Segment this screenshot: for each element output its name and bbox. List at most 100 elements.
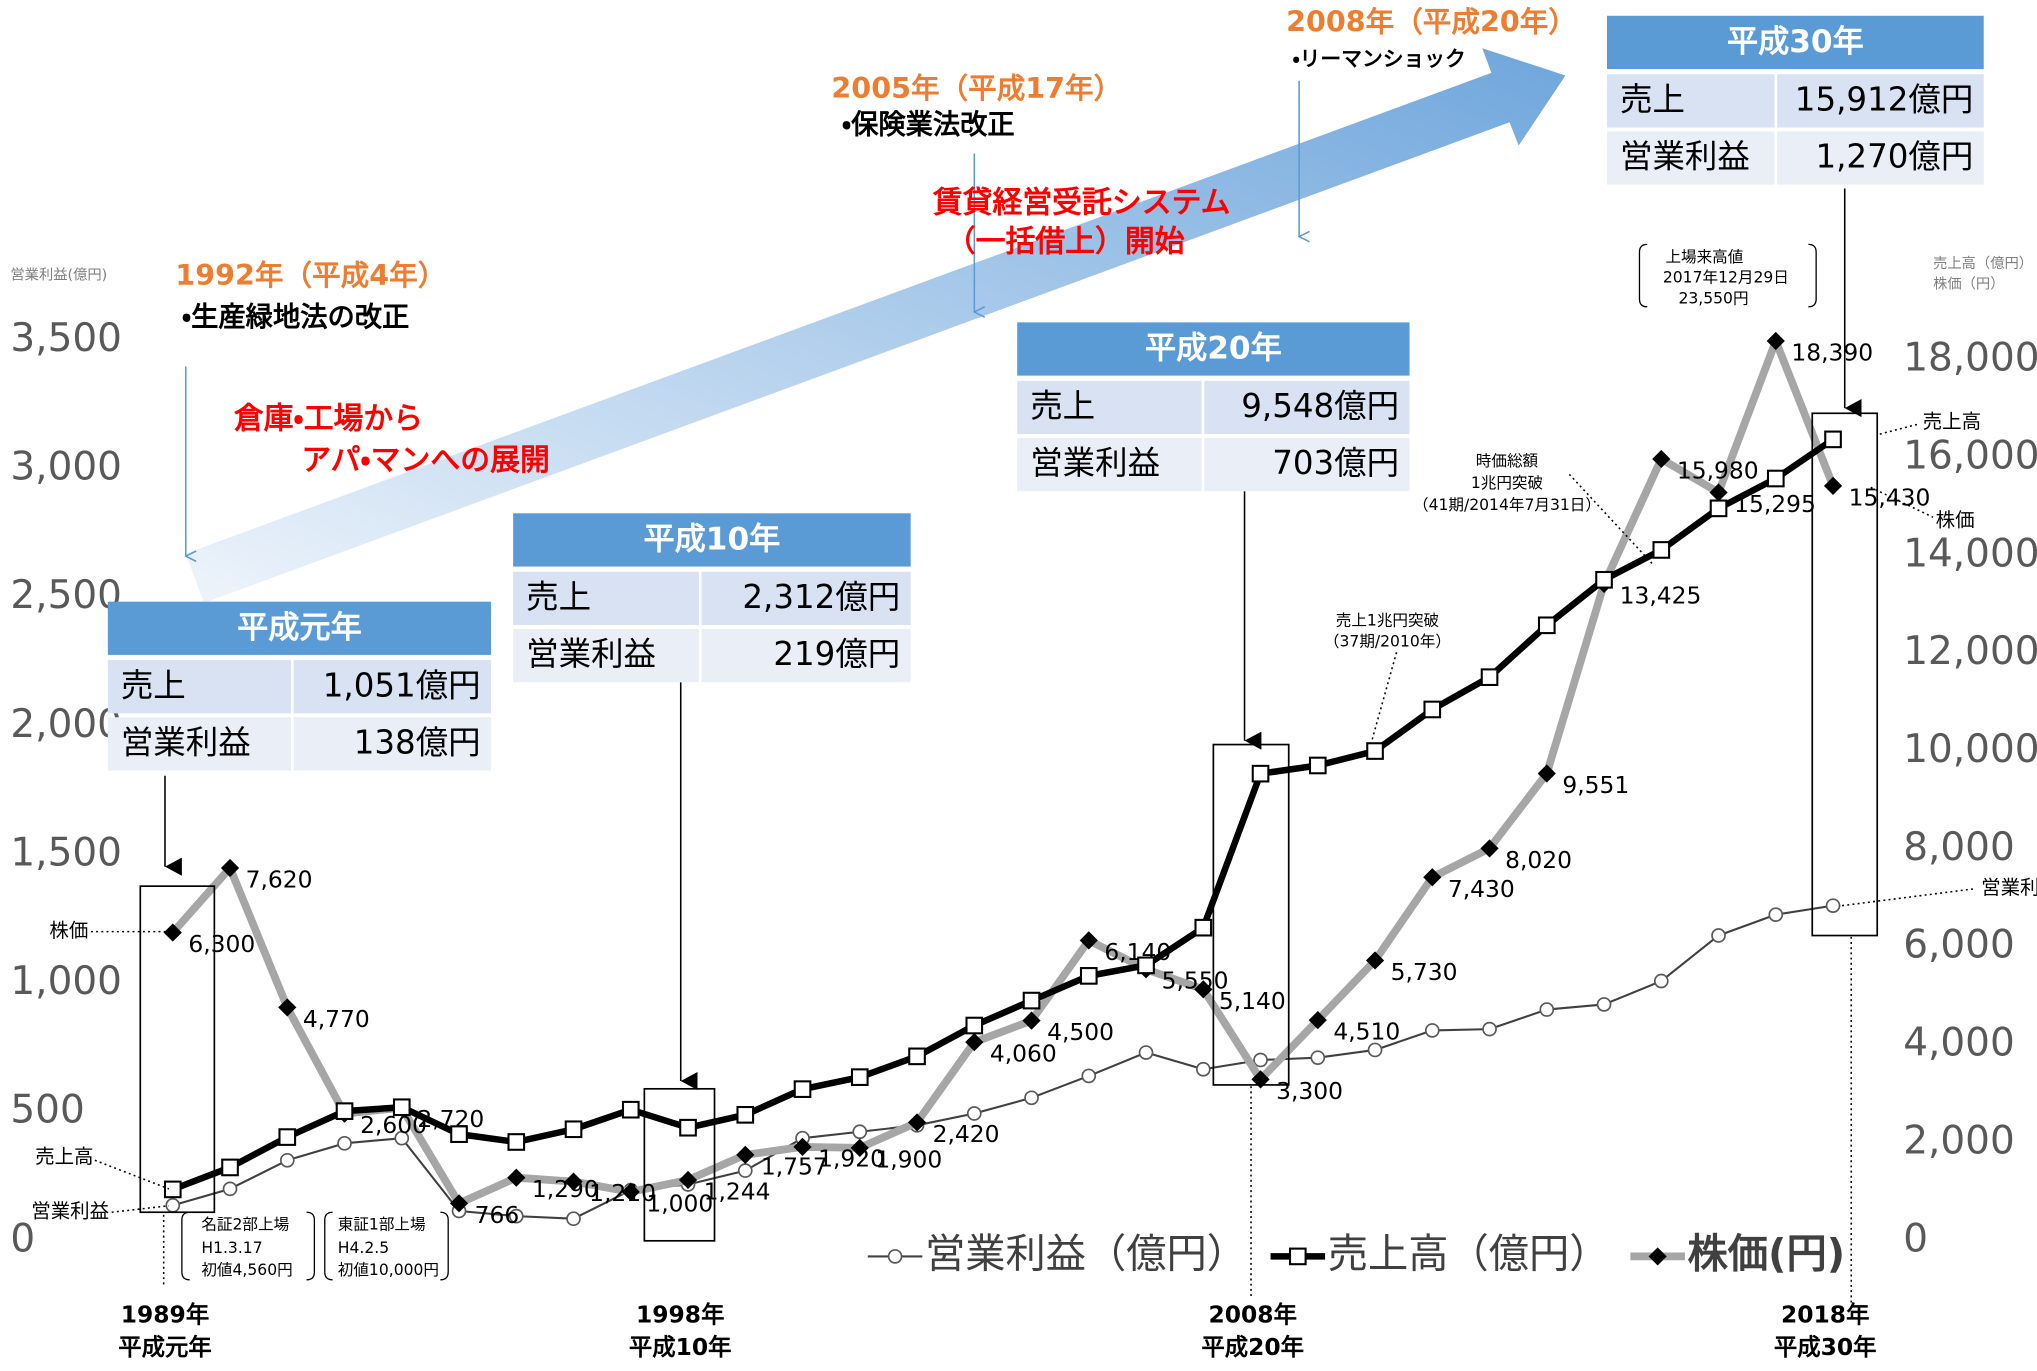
series-tags: 株価 売上高 営業利益 売上高 株価 営業利益	[31, 410, 2037, 1223]
y-tick-label: 1,000	[10, 959, 122, 1004]
series-tag: 営業利益	[31, 1200, 109, 1223]
legend-marker	[887, 1249, 903, 1264]
plot: 0 500 1,000 1,500 2,000 2,500 3,000 3,500 0 2,000…	[10, 316, 2037, 1361]
point	[736, 1145, 755, 1164]
note: H1.3.17	[201, 1239, 262, 1257]
point	[1537, 764, 1556, 783]
note: 23,550円	[1678, 289, 1748, 307]
point	[1308, 1011, 1327, 1030]
table-label: 売上	[1030, 387, 1095, 425]
point	[679, 1118, 697, 1137]
point	[1539, 1002, 1555, 1017]
point	[165, 1197, 181, 1213]
data-label: 4,500	[1047, 1018, 1114, 1046]
y-tick-label: 2,000	[10, 702, 122, 747]
leader	[1870, 486, 1934, 518]
table-label: 売上	[526, 578, 591, 616]
series-tag: 売上高	[35, 1145, 93, 1168]
x-tick-label: 1989年	[121, 1301, 209, 1329]
y2-tick-label: 2,000	[1903, 1118, 2015, 1163]
table-value: 15,912億円	[1795, 81, 1974, 119]
y2-tick-label: 16,000	[1903, 433, 2037, 478]
y2-tick-label: 14,000	[1903, 531, 2037, 576]
point	[1595, 570, 1613, 589]
point	[678, 1170, 698, 1190]
table-cell	[1606, 131, 1775, 185]
brackets	[181, 243, 1817, 1281]
table-value: 138億円	[354, 724, 481, 762]
table-cell	[107, 717, 291, 771]
point	[1251, 764, 1270, 783]
point	[621, 1100, 640, 1119]
table-value: 1,051億円	[323, 666, 481, 704]
point	[1194, 980, 1213, 999]
table-title: 平成元年	[237, 610, 362, 646]
point	[1823, 476, 1843, 495]
point	[621, 1182, 640, 1201]
note: 上場来高値	[1665, 248, 1743, 266]
note: 2017年12月29日	[1663, 269, 1789, 287]
point	[965, 1033, 984, 1052]
note: （37期/2010年）	[1324, 632, 1451, 650]
point	[1652, 541, 1671, 559]
data-label: 9,551	[1562, 771, 1629, 799]
point	[1138, 1045, 1154, 1060]
event-year: 2008年（平成20年）	[1286, 5, 1577, 39]
point	[1596, 997, 1612, 1012]
x-tick-sublabel: 平成10年	[629, 1333, 732, 1361]
point	[564, 1120, 583, 1139]
events: 1992年（平成4年） ・生産緑地法の改正 2005年（平成17年） ・保険業法…	[175, 5, 1577, 478]
leader	[111, 1204, 169, 1214]
y2-axis-label: 株価（円）	[1933, 276, 2004, 293]
x-tick-sublabel: 平成20年	[1201, 1333, 1304, 1361]
y-axis-label: 営業利益(億円)	[10, 267, 107, 284]
x-tick-label: 2008年	[1209, 1301, 1297, 1329]
point	[1824, 430, 1842, 449]
box-1989	[139, 885, 216, 1214]
point	[852, 1124, 868, 1140]
point	[1366, 742, 1384, 760]
table-cell	[293, 660, 492, 714]
point	[1423, 700, 1442, 719]
note: 初値4,560円	[201, 1261, 292, 1279]
point	[1024, 1090, 1039, 1106]
point	[450, 1125, 468, 1143]
point	[793, 1137, 812, 1156]
series-tag: 株価	[49, 919, 88, 942]
y-tick-label: 0	[10, 1216, 35, 1261]
point	[335, 1102, 354, 1120]
data-label: 1,244	[704, 1177, 771, 1205]
note: 時価総額	[1476, 452, 1539, 470]
point	[908, 1047, 926, 1066]
point	[1079, 967, 1098, 985]
table-cell	[513, 571, 699, 626]
point	[850, 1068, 869, 1086]
y2-tick-label: 6,000	[1903, 923, 2015, 968]
x-tick-sublabel: 平成元年	[118, 1333, 212, 1361]
data-label: 8,020	[1505, 846, 1572, 874]
table-label: 売上	[121, 666, 186, 704]
leader	[1879, 422, 1921, 435]
point	[1365, 951, 1385, 970]
data-label: 766	[475, 1201, 520, 1229]
axes: 営業利益(億円) 売上高（億円） 株価（円）	[10, 255, 2033, 293]
series-line	[172, 904, 1834, 1220]
point	[278, 998, 297, 1017]
trend-arrow	[185, 48, 1566, 603]
point	[850, 1138, 869, 1157]
legend: 営業利益（億円） 売上高（億円） 株価(円)	[867, 1231, 1845, 1277]
point	[163, 923, 182, 942]
event-year: 1992年（平成4年）	[175, 258, 446, 292]
pointers	[90, 80, 1975, 1306]
note: H4.2.5	[338, 1239, 389, 1257]
table-title: 平成30年	[1727, 24, 1864, 60]
point	[965, 1016, 984, 1035]
point	[279, 1152, 295, 1168]
point	[1424, 1023, 1440, 1038]
data-label: 5,730	[1391, 958, 1458, 986]
point	[1711, 928, 1726, 943]
